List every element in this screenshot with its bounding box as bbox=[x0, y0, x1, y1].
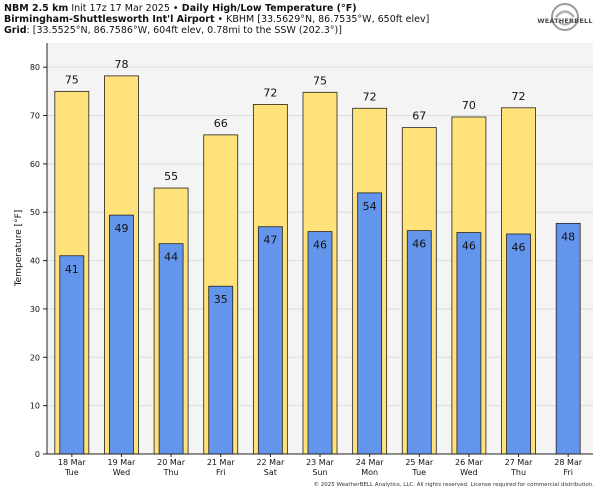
low-temp-bar bbox=[307, 231, 333, 455]
low-temp-bar bbox=[406, 230, 432, 455]
x-tick-day: Sun bbox=[312, 468, 327, 477]
high-temp-label: 75 bbox=[65, 73, 79, 86]
low-temp-bar bbox=[109, 214, 134, 455]
low-temp-label: 41 bbox=[65, 263, 79, 276]
x-tick-day: Tue bbox=[64, 468, 79, 477]
chart-title: Daily High/Low Temperature (°F) bbox=[178, 3, 357, 14]
y-axis-ticks: 0 10 20 30 40 50 60 70 80 bbox=[30, 63, 47, 459]
low-temp-label: 49 bbox=[114, 222, 128, 235]
high-temp-label: 75 bbox=[313, 74, 327, 87]
y-tick-label: 60 bbox=[30, 160, 40, 169]
high-temp-label: 78 bbox=[114, 58, 128, 71]
weatherbell-logo: WEATHERBELL bbox=[534, 2, 596, 38]
x-tick-date: 21 Mar bbox=[207, 458, 236, 467]
low-temp-label: 35 bbox=[214, 293, 228, 306]
y-tick-label: 20 bbox=[30, 353, 40, 362]
data-labels: 75 41 78 49 55 44 66 35 72 47 75 46 72 54 67 46 70 46 72 46… bbox=[65, 58, 575, 306]
x-tick-day: Tue bbox=[411, 468, 426, 477]
y-tick-label: 80 bbox=[30, 63, 40, 72]
low-temp-bar bbox=[208, 285, 234, 455]
x-tick-day: Fri bbox=[563, 468, 573, 477]
low-temp-bar bbox=[257, 226, 283, 455]
high-temp-label: 66 bbox=[214, 117, 228, 130]
grid-info: : [33.5525°N, 86.7586°W, 604ft elev, 0.7… bbox=[26, 25, 342, 36]
x-tick-date: 27 Mar bbox=[505, 458, 534, 467]
low-temp-bar bbox=[59, 255, 85, 455]
bars bbox=[54, 75, 581, 455]
high-temp-label: 72 bbox=[363, 90, 377, 103]
init-time: Init 17z 17 Mar 2025 bbox=[68, 3, 173, 14]
grid-label: Grid bbox=[4, 25, 27, 36]
x-tick-date: 28 Mar bbox=[554, 458, 583, 467]
y-tick-label: 40 bbox=[30, 257, 40, 266]
y-tick-label: 50 bbox=[30, 208, 40, 217]
high-temp-label: 70 bbox=[462, 99, 476, 112]
x-tick-day: Fri bbox=[216, 468, 226, 477]
x-tick-day: Wed bbox=[113, 468, 130, 477]
x-tick-date: 22 Mar bbox=[256, 458, 285, 467]
low-temp-label: 54 bbox=[363, 200, 377, 213]
x-tick-day: Mon bbox=[361, 468, 378, 477]
low-temp-bar bbox=[357, 192, 383, 455]
header-line-3: Grid: [33.5525°N, 86.7586°W, 604ft elev,… bbox=[4, 25, 342, 36]
high-temp-label: 72 bbox=[512, 90, 526, 103]
y-tick-label: 70 bbox=[30, 112, 40, 121]
low-temp-label: 48 bbox=[561, 230, 575, 243]
low-temp-label: 47 bbox=[263, 234, 277, 247]
header-separator: • bbox=[172, 3, 179, 14]
x-tick-date: 19 Mar bbox=[108, 458, 137, 467]
low-temp-bar bbox=[158, 243, 184, 455]
high-temp-label: 55 bbox=[164, 170, 178, 183]
swirl-logo-icon bbox=[551, 3, 579, 31]
logo-text: WEATHERBELL bbox=[537, 17, 593, 25]
high-temp-label: 72 bbox=[263, 86, 277, 99]
y-axis-label: Temperature [°F] bbox=[14, 210, 24, 288]
x-tick-date: 24 Mar bbox=[356, 458, 385, 467]
low-temp-bar bbox=[555, 222, 581, 455]
x-tick-date: 18 Mar bbox=[58, 458, 87, 467]
station-info: KBHM [33.5629°N, 86.7535°W, 650ft elev] bbox=[226, 14, 430, 25]
header-line-2: Birmingham-Shuttlesworth Int'l Airport •… bbox=[4, 14, 429, 25]
header-separator: • bbox=[214, 14, 227, 25]
x-tick-date: 20 Mar bbox=[157, 458, 186, 467]
station-name: Birmingham-Shuttlesworth Int'l Airport bbox=[4, 14, 215, 25]
x-tick-date: 25 Mar bbox=[405, 458, 434, 467]
x-tick-day: Thu bbox=[163, 468, 179, 477]
low-temp-label: 46 bbox=[462, 240, 476, 253]
low-temp-label: 46 bbox=[412, 238, 426, 251]
low-temp-label: 46 bbox=[313, 239, 327, 252]
y-tick-label: 30 bbox=[30, 305, 40, 314]
low-temp-bar bbox=[506, 233, 531, 455]
high-temp-label: 67 bbox=[412, 110, 426, 123]
low-temp-bar bbox=[456, 232, 482, 455]
x-tick-day: Wed bbox=[460, 468, 477, 477]
low-temp-label: 44 bbox=[164, 251, 178, 264]
x-tick-day: Sat bbox=[264, 468, 277, 477]
y-tick-label: 0 bbox=[35, 450, 40, 459]
x-tick-date: 26 Mar bbox=[455, 458, 484, 467]
x-tick-date: 23 Mar bbox=[306, 458, 335, 467]
copyright-notice: © 2025 WeatherBELL Analytics, LLC. All r… bbox=[313, 482, 594, 488]
y-tick-label: 10 bbox=[30, 402, 40, 411]
header-line-1: NBM 2.5 km Init 17z 17 Mar 2025 • Daily … bbox=[4, 3, 357, 14]
low-temp-label: 46 bbox=[512, 241, 526, 254]
model-name: NBM 2.5 km bbox=[4, 3, 69, 14]
x-tick-day: Thu bbox=[510, 468, 526, 477]
